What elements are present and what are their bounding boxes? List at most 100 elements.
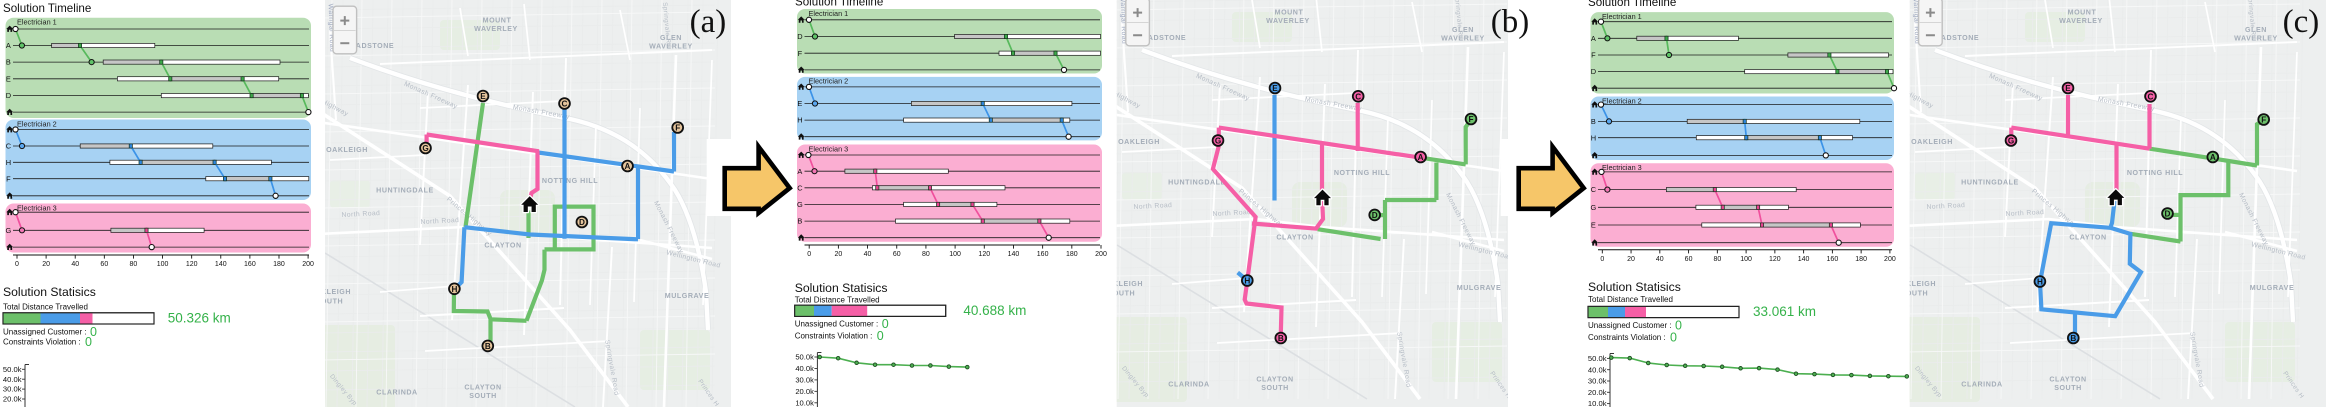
svg-text:Warrigal Road: Warrigal Road bbox=[1912, 0, 1921, 44]
svg-text:H: H bbox=[451, 285, 457, 294]
svg-text:50.326 km: 50.326 km bbox=[168, 311, 231, 326]
svg-text:ADSTONE: ADSTONE bbox=[356, 42, 394, 50]
svg-text:Springvale Rd: Springvale Rd bbox=[661, 2, 672, 48]
svg-text:MOUNT: MOUNT bbox=[483, 17, 512, 25]
svg-text:30.0k: 30.0k bbox=[1588, 377, 1607, 386]
svg-text:Solution Timeline: Solution Timeline bbox=[3, 2, 91, 15]
svg-text:200: 200 bbox=[1095, 251, 1107, 258]
svg-text:40: 40 bbox=[1656, 256, 1664, 263]
svg-text:120: 120 bbox=[978, 251, 990, 258]
svg-text:140: 140 bbox=[1008, 251, 1020, 258]
svg-text:40.0k: 40.0k bbox=[1588, 365, 1607, 374]
svg-text:0: 0 bbox=[85, 335, 92, 349]
svg-text:F: F bbox=[2261, 116, 2266, 125]
svg-text:KLEIGH: KLEIGH bbox=[1113, 280, 1143, 288]
svg-text:B: B bbox=[797, 217, 802, 226]
svg-text:North Road: North Road bbox=[1926, 202, 1965, 211]
svg-text:Electrician 2: Electrician 2 bbox=[809, 77, 849, 86]
svg-text:F: F bbox=[675, 124, 680, 133]
svg-text:H: H bbox=[797, 116, 802, 125]
svg-text:0: 0 bbox=[877, 329, 884, 343]
svg-text:H: H bbox=[6, 158, 11, 167]
svg-text:D: D bbox=[6, 91, 11, 100]
svg-text:C: C bbox=[797, 183, 803, 192]
svg-text:120: 120 bbox=[1769, 256, 1781, 263]
svg-text:North Road: North Road bbox=[2005, 209, 2044, 218]
svg-text:20: 20 bbox=[1627, 256, 1635, 263]
svg-text:A: A bbox=[1418, 153, 1424, 162]
svg-text:20.0k: 20.0k bbox=[795, 387, 814, 396]
svg-text:20: 20 bbox=[42, 261, 50, 268]
svg-text:NOTTING HILL: NOTTING HILL bbox=[1334, 169, 1390, 177]
svg-text:G: G bbox=[1591, 203, 1597, 212]
svg-text:Total Distance Travelled: Total Distance Travelled bbox=[795, 296, 880, 305]
svg-text:180: 180 bbox=[1855, 256, 1867, 263]
svg-text:Unassigned Customer :: Unassigned Customer : bbox=[1588, 321, 1672, 330]
svg-text:G: G bbox=[2008, 137, 2014, 146]
svg-text:A: A bbox=[1591, 34, 1596, 43]
svg-text:Electrician 3: Electrician 3 bbox=[1602, 163, 1642, 172]
svg-text:MOUNT: MOUNT bbox=[2068, 9, 2097, 17]
svg-text:Unassigned Customer :: Unassigned Customer : bbox=[795, 320, 879, 329]
svg-text:CLARINDA: CLARINDA bbox=[1961, 381, 2002, 389]
svg-text:NOTTING HILL: NOTTING HILL bbox=[2127, 169, 2183, 177]
svg-text:North Road: North Road bbox=[1133, 202, 1172, 211]
svg-text:CLARINDA: CLARINDA bbox=[1168, 381, 1209, 389]
svg-text:D: D bbox=[2165, 210, 2171, 219]
svg-text:F: F bbox=[1468, 115, 1473, 124]
svg-text:Solution Timeline: Solution Timeline bbox=[1588, 0, 1676, 9]
svg-text:SOUTH: SOUTH bbox=[469, 392, 497, 400]
svg-text:0: 0 bbox=[1600, 256, 1604, 263]
svg-text:A: A bbox=[625, 162, 631, 171]
svg-text:SOUTH: SOUTH bbox=[2054, 384, 2082, 392]
svg-text:30.0k: 30.0k bbox=[795, 376, 814, 385]
svg-text:50.0k: 50.0k bbox=[1588, 354, 1607, 363]
svg-text:F: F bbox=[798, 49, 803, 58]
svg-text:(c): (c) bbox=[2283, 4, 2320, 40]
svg-text:Springvale Rd: Springvale Rd bbox=[1453, 0, 1464, 40]
svg-text:SOUTH: SOUTH bbox=[1261, 384, 1289, 392]
svg-text:40.688 km: 40.688 km bbox=[963, 303, 1026, 318]
svg-text:HUNTINGDALE: HUNTINGDALE bbox=[1168, 179, 1226, 187]
svg-text:60: 60 bbox=[100, 261, 108, 268]
svg-text:HUNTINGDALE: HUNTINGDALE bbox=[1961, 179, 2019, 187]
svg-text:80: 80 bbox=[1713, 256, 1721, 263]
svg-text:Constraints Violation :: Constraints Violation : bbox=[795, 332, 873, 341]
svg-text:50.0k: 50.0k bbox=[795, 353, 814, 362]
svg-text:Constraints Violation :: Constraints Violation : bbox=[3, 338, 81, 347]
svg-text:WAVERLEY: WAVERLEY bbox=[1266, 17, 1310, 25]
svg-text:Electrician 1: Electrician 1 bbox=[1602, 12, 1642, 21]
svg-text:40.0k: 40.0k bbox=[3, 375, 22, 384]
svg-text:HUNTINGDALE: HUNTINGDALE bbox=[376, 187, 434, 195]
svg-text:North Road: North Road bbox=[341, 210, 380, 219]
svg-text:60: 60 bbox=[893, 251, 901, 258]
svg-text:200: 200 bbox=[302, 261, 314, 268]
svg-text:140: 140 bbox=[1798, 256, 1810, 263]
svg-text:Solution Timeline: Solution Timeline bbox=[795, 0, 883, 9]
svg-text:(a): (a) bbox=[690, 4, 727, 40]
svg-text:33.061 km: 33.061 km bbox=[1753, 304, 1816, 319]
svg-text:OAKLEIGH: OAKLEIGH bbox=[326, 146, 368, 154]
svg-text:H: H bbox=[1244, 277, 1250, 286]
svg-text:CLAYTON: CLAYTON bbox=[1276, 234, 1313, 242]
svg-text:140: 140 bbox=[215, 261, 227, 268]
svg-text:B: B bbox=[1278, 334, 1284, 343]
svg-text:ADSTONE: ADSTONE bbox=[1941, 34, 1979, 42]
svg-text:E: E bbox=[797, 99, 802, 108]
svg-text:160: 160 bbox=[1037, 251, 1049, 258]
svg-text:C: C bbox=[562, 100, 568, 109]
svg-text:40: 40 bbox=[71, 261, 79, 268]
svg-text:WAVERLEY: WAVERLEY bbox=[474, 25, 518, 33]
svg-text:30.0k: 30.0k bbox=[3, 385, 22, 394]
svg-text:Total Distance Travelled: Total Distance Travelled bbox=[1588, 295, 1673, 304]
svg-text:Electrician 1: Electrician 1 bbox=[809, 9, 849, 18]
svg-text:D: D bbox=[797, 32, 802, 41]
svg-text:CLAYTON: CLAYTON bbox=[2069, 234, 2106, 242]
svg-text:0: 0 bbox=[1675, 319, 1682, 333]
svg-text:E: E bbox=[480, 92, 486, 101]
svg-text:A: A bbox=[2210, 153, 2216, 162]
svg-text:GLEN: GLEN bbox=[2245, 26, 2267, 34]
svg-text:B: B bbox=[6, 58, 11, 67]
svg-text:B: B bbox=[2070, 334, 2076, 343]
svg-text:North Road: North Road bbox=[1212, 209, 1251, 218]
